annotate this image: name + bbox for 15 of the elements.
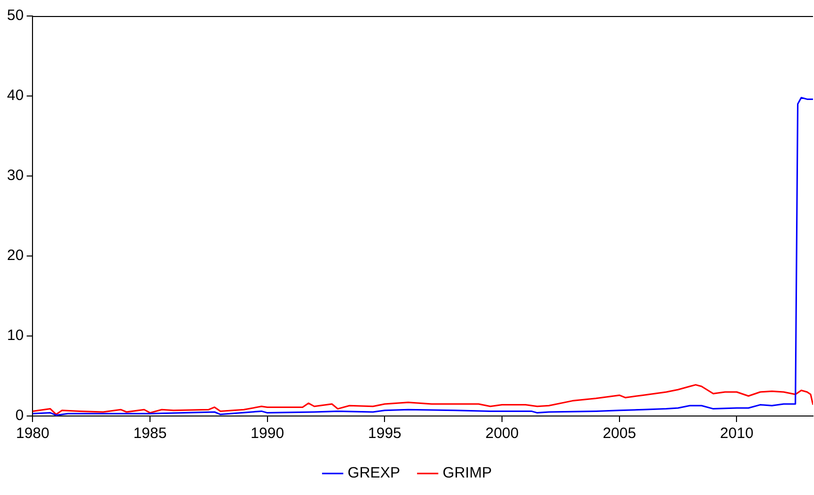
legend-label: GRIMP <box>442 464 492 482</box>
x-tick-label: 2010 <box>720 425 754 442</box>
y-tick-label: 40 <box>6 87 24 104</box>
y-tick-label: 30 <box>6 167 24 184</box>
x-tick-label: 1995 <box>368 425 402 442</box>
x-tick-label: 1990 <box>250 425 284 442</box>
y-tick-label: 0 <box>15 407 24 424</box>
y-tick-label: 20 <box>6 247 24 264</box>
y-tick-label: 50 <box>6 7 24 24</box>
legend-label: GREXP <box>348 464 400 482</box>
y-tick-label: 10 <box>6 327 24 344</box>
x-tick-label: 2000 <box>485 425 519 442</box>
x-tick-label: 1980 <box>16 425 50 442</box>
x-tick-label: 1985 <box>133 425 167 442</box>
x-tick-label: 2005 <box>602 425 636 442</box>
